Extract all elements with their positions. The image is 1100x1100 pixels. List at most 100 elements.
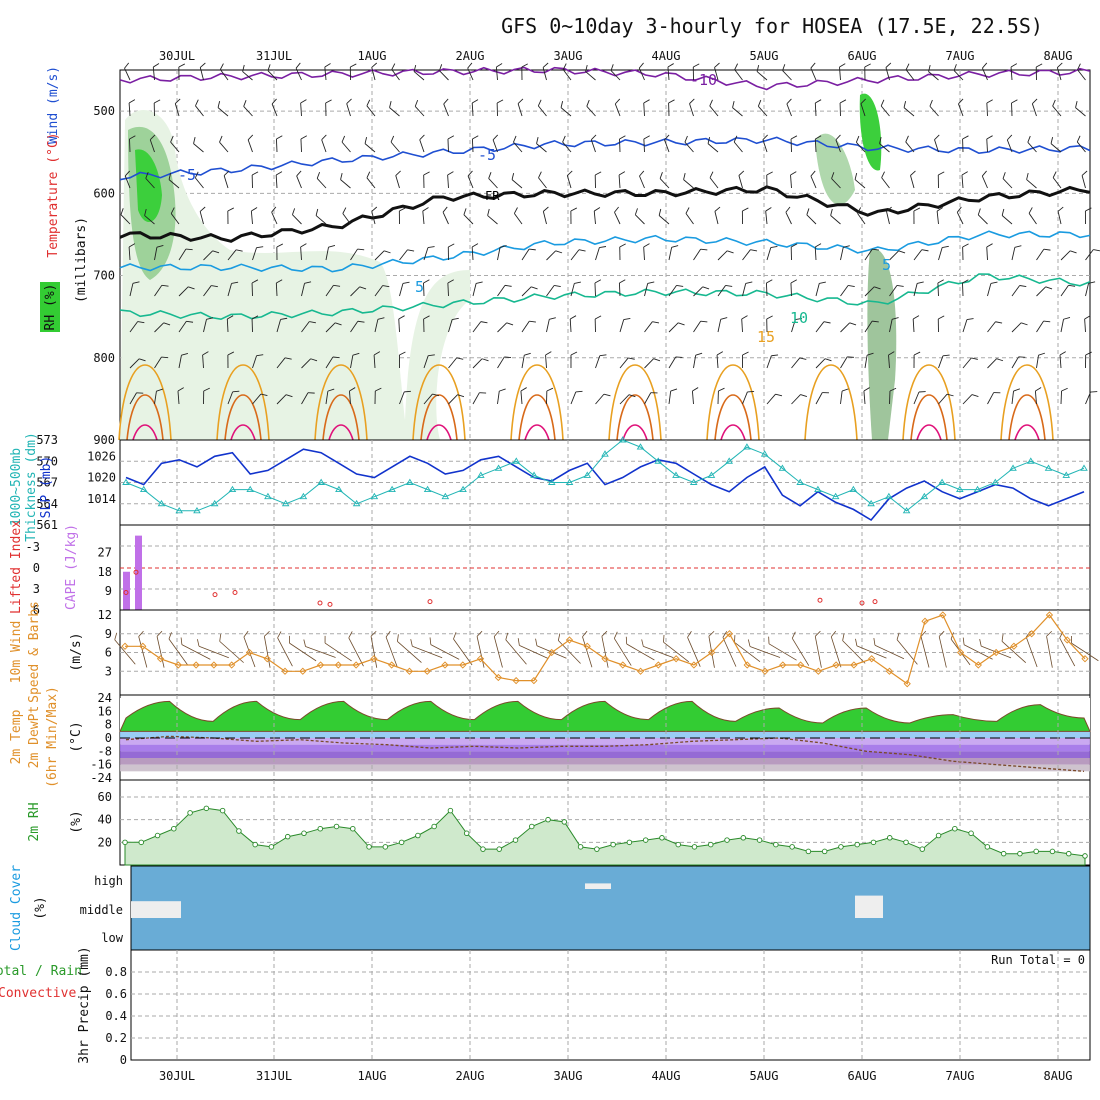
barb-flag: [428, 354, 435, 357]
barb-staff: [442, 212, 449, 225]
barb-flag: [170, 207, 175, 214]
barb-flag: [373, 351, 381, 356]
wind-barb: [227, 351, 235, 369]
rh-marker: [561, 819, 568, 825]
barb-flag: [709, 171, 714, 178]
barb-staff: [562, 141, 572, 153]
barb-staff: [487, 215, 498, 225]
barb-flag: [747, 639, 751, 647]
barb-staff: [350, 248, 358, 261]
barb-flag: [132, 281, 140, 284]
barb-staff: [643, 102, 645, 117]
barb-staff: [390, 141, 400, 153]
axis-tick-label: 9: [105, 627, 112, 641]
axis-tick-label: 24: [98, 691, 112, 705]
thickness-marker: [530, 471, 538, 478]
wind-speed-marker: [228, 661, 236, 669]
barb-flag: [168, 172, 172, 180]
barb-staff: [714, 67, 719, 81]
barb-flag: [1011, 99, 1018, 104]
barb-staff: [114, 639, 136, 665]
barb-staff: [370, 636, 378, 668]
rh-marker: [203, 805, 210, 812]
barb-flag: [332, 356, 340, 359]
surface-wind-barb: [625, 636, 655, 661]
barb-staff: [912, 318, 915, 333]
wind-barb: [618, 279, 626, 297]
barb-staff: [962, 319, 968, 333]
barb-flag: [517, 98, 524, 104]
barb-flag: [757, 99, 762, 107]
barb-staff: [348, 637, 364, 667]
barb-flag: [977, 208, 981, 215]
wind-barb: [1010, 63, 1018, 81]
barb-staff: [419, 139, 425, 153]
barb-flag: [664, 134, 670, 141]
barb-flag: [545, 351, 552, 356]
barb-flag: [1014, 245, 1022, 248]
wind-barb: [168, 172, 180, 189]
barb-flag: [938, 171, 945, 176]
wind-barb: [219, 135, 229, 153]
wind-barb: [912, 315, 920, 333]
barb-flag: [1006, 134, 1013, 141]
axis-tick-label: middle: [80, 903, 123, 917]
barb-flag: [524, 352, 531, 356]
barb-flag: [194, 171, 199, 179]
barb-staff: [570, 283, 575, 297]
date-label-top: 8AUG: [1044, 49, 1073, 63]
barb-flag: [364, 137, 368, 144]
thickness-marker: [973, 485, 982, 493]
surface-wind-barb: [557, 633, 581, 664]
barb-flag: [170, 135, 174, 143]
wind-speed-marker: [814, 667, 822, 675]
barb-staff: [810, 175, 817, 189]
wind-barb: [350, 286, 367, 297]
barb-flag: [1070, 250, 1077, 254]
dewpoint-line: [125, 735, 1085, 772]
surface-wind-barb: [397, 634, 422, 663]
barb-flag: [628, 394, 636, 398]
thickness-marker: [175, 506, 184, 514]
barb-staff: [178, 248, 187, 261]
barb-staff: [786, 103, 792, 117]
barb-flag: [750, 249, 758, 252]
wind-barb: [644, 321, 660, 333]
wind-barb: [374, 317, 385, 333]
barb-flag: [185, 248, 193, 251]
wind-barb: [864, 63, 871, 81]
barb-staff: [177, 391, 180, 405]
barb-staff: [517, 103, 523, 117]
barb-flag: [618, 171, 626, 176]
barb-staff: [874, 644, 905, 660]
barb-staff: [1052, 105, 1062, 117]
wind-barb: [223, 170, 230, 189]
wind-barb: [275, 171, 283, 189]
warm-isotherm-loop: [216, 364, 270, 441]
barb-staff: [195, 177, 204, 189]
barb-staff: [987, 321, 996, 333]
barb-staff: [1084, 318, 1086, 333]
barb-flag: [725, 284, 733, 287]
barb-staff: [864, 248, 873, 261]
lifted-index-marks: [123, 569, 878, 607]
barb-staff: [595, 393, 605, 405]
barb-flag: [399, 351, 406, 356]
barb-flag: [295, 62, 301, 69]
barb-flag: [340, 172, 343, 180]
wind-barb: [810, 170, 817, 189]
barb-staff: [178, 286, 189, 297]
thickness-marker: [707, 471, 716, 478]
barb-flag: [575, 390, 583, 393]
wind-barb: [129, 392, 144, 405]
barb-staff: [448, 357, 457, 369]
barb-flag: [995, 321, 1003, 324]
barb-flag: [913, 351, 921, 356]
wind-barb: [595, 393, 611, 405]
wind-barb: [399, 390, 411, 405]
wind-barb: [350, 352, 360, 369]
barb-flag: [1075, 101, 1078, 108]
barb-flag: [452, 317, 459, 320]
warm-isotherm-loop: [1014, 424, 1040, 441]
